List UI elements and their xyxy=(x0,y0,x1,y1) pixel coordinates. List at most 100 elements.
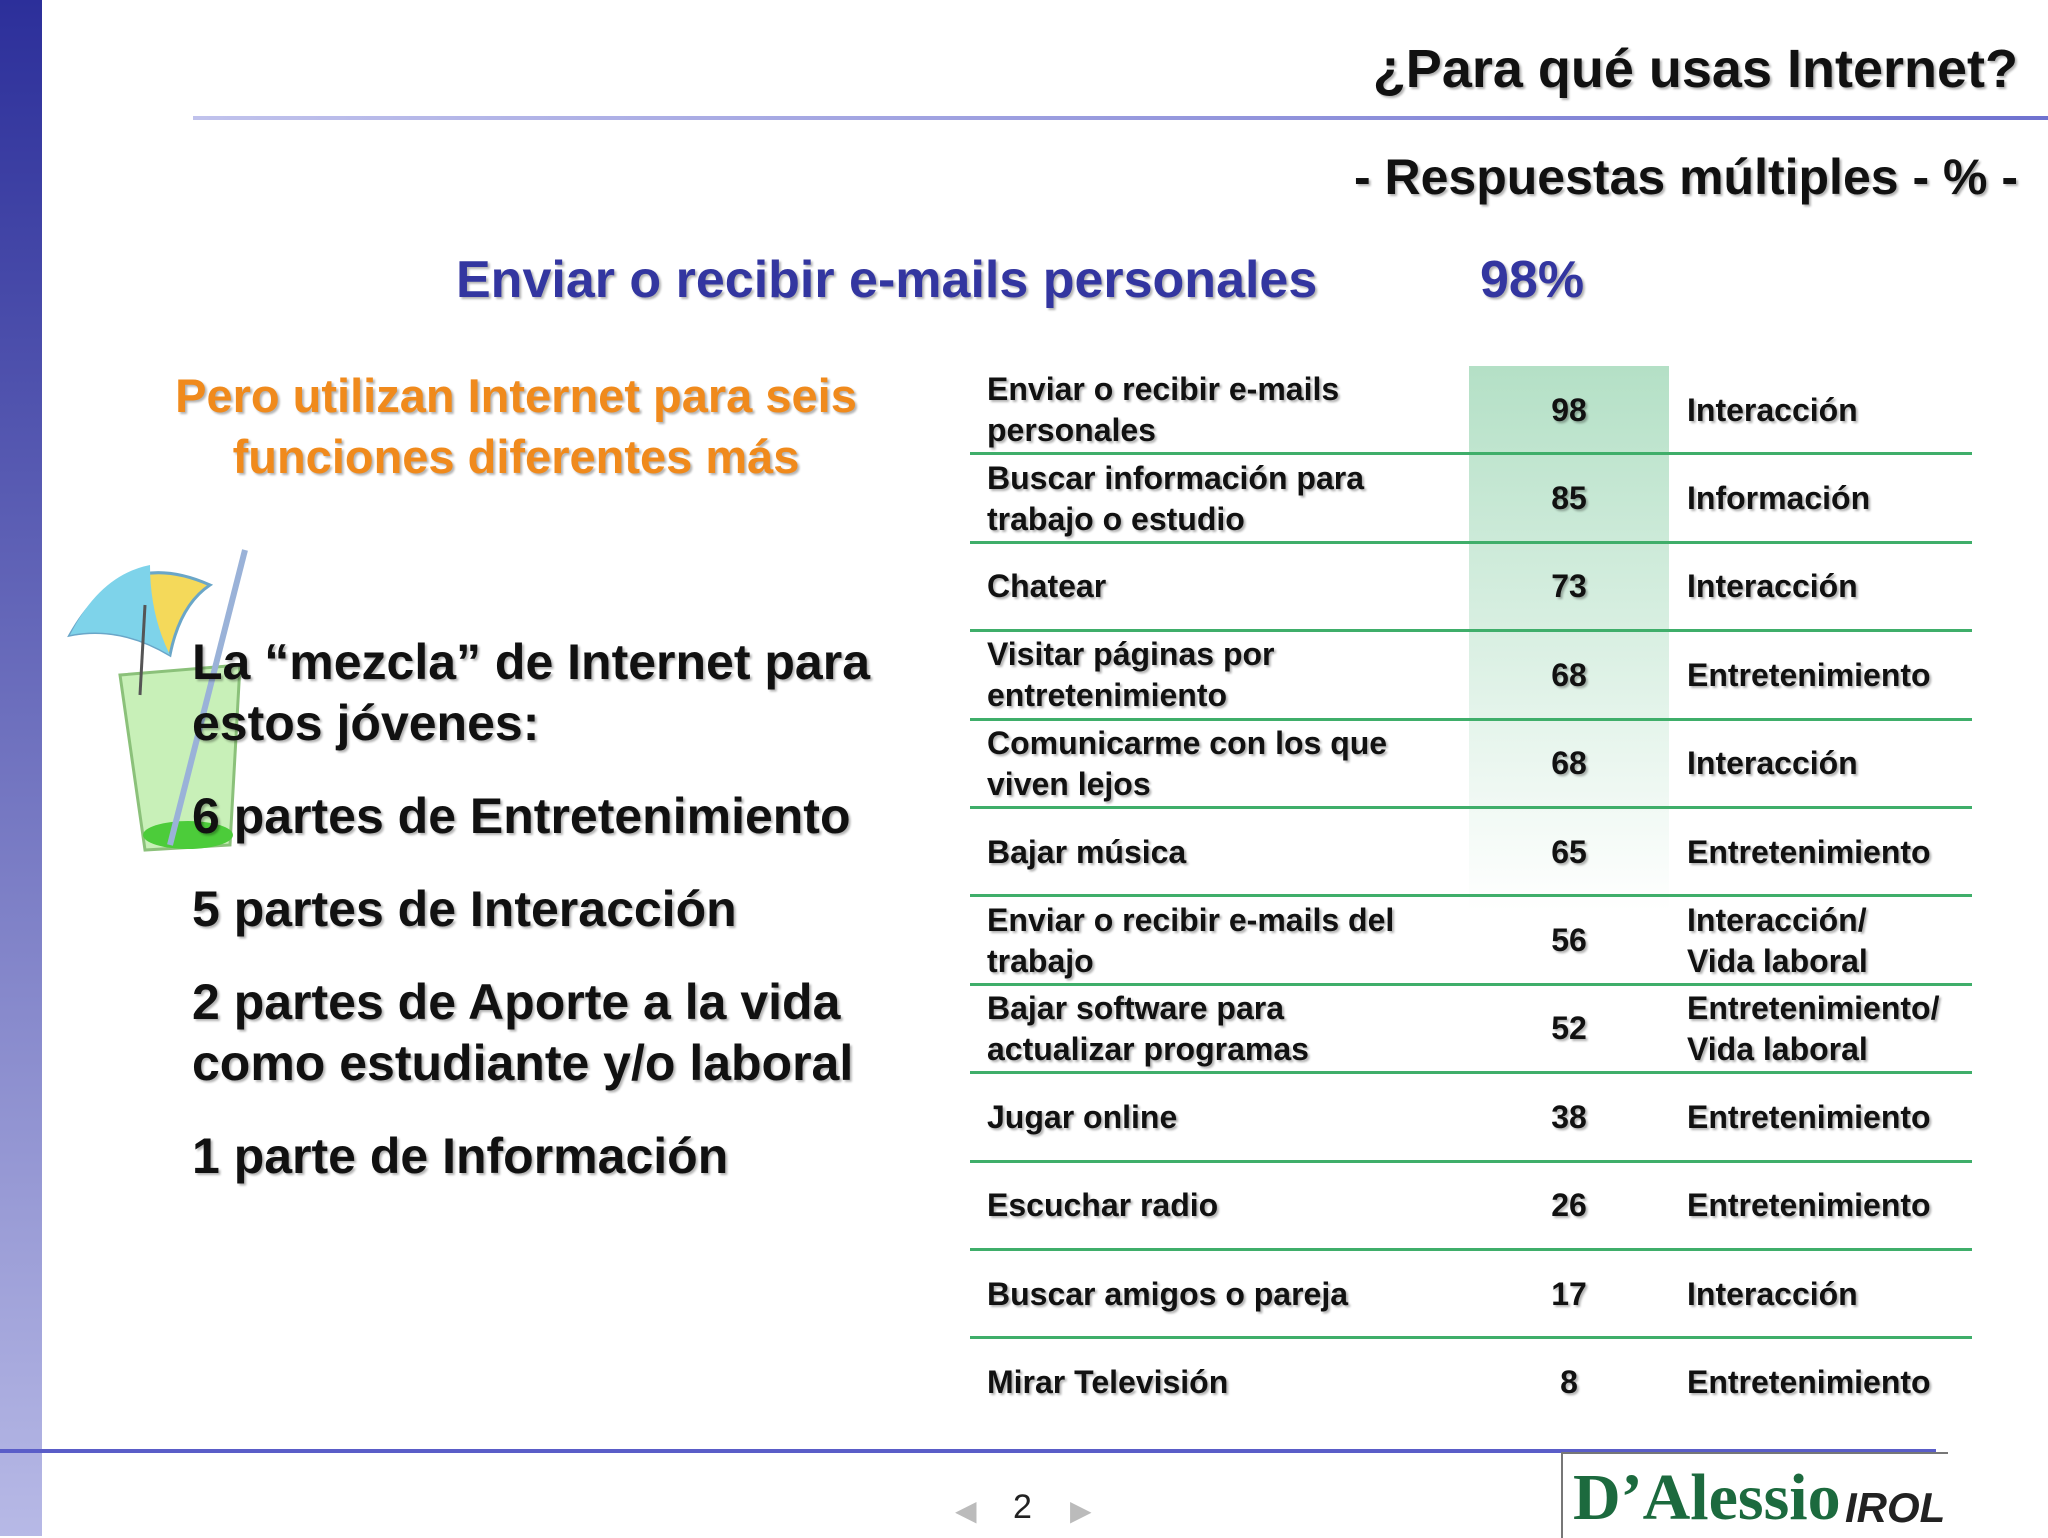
category-cell: Entretenimiento xyxy=(1687,631,1977,719)
mix-heading-line: estos jóvenes: xyxy=(192,695,540,751)
row-line xyxy=(970,806,1972,809)
row-line xyxy=(970,540,1972,544)
highlight-column xyxy=(1469,366,1669,911)
activity-line: viven lejos xyxy=(987,765,1151,802)
value-cell: 73 xyxy=(1551,568,1587,605)
row-line xyxy=(970,452,1972,456)
logo-suffix: IROL xyxy=(1845,1484,1946,1531)
activity-cell: Buscar información para trabajo o estudio xyxy=(987,454,1457,542)
category-line: Entretenimiento xyxy=(1687,1364,1931,1401)
value-cell: 8 xyxy=(1560,1364,1578,1401)
activity-cell: Escuchar radio xyxy=(987,1162,1457,1250)
category-line: Interacción xyxy=(1687,391,1858,428)
prev-arrow[interactable]: ◀ xyxy=(955,1495,977,1526)
category-cell: Interacción xyxy=(1687,1250,1977,1338)
row-line xyxy=(970,894,1972,898)
activity-line: entretenimiento xyxy=(987,677,1228,714)
category-line: Entretenimiento/ xyxy=(1687,989,1940,1026)
activity-line: Enviar o recibir e-mails del xyxy=(987,901,1395,938)
logo-name: D’Alessio xyxy=(1573,1461,1841,1534)
category-cell: Información xyxy=(1687,454,1977,542)
value-cell: 85 xyxy=(1551,480,1587,517)
value-cell: 65 xyxy=(1551,833,1587,870)
value-cell: 38 xyxy=(1551,1098,1587,1135)
category-line: Interacción xyxy=(1687,1275,1858,1312)
row-line xyxy=(970,1071,1972,1075)
title-rule xyxy=(193,116,2048,120)
category-cell: Interacción xyxy=(1687,366,1977,454)
activity-line: Bajar música xyxy=(987,833,1187,870)
activity-cell: Jugar online xyxy=(987,1073,1457,1161)
activity-line: trabajo o estudio xyxy=(987,500,1245,537)
value-cell: 68 xyxy=(1551,656,1587,693)
activity-line: Chatear xyxy=(987,568,1107,605)
logo: D’Alessio IROL xyxy=(1561,1452,1948,1538)
activity-line: personales xyxy=(987,412,1156,449)
activity-cell: Enviar o recibir e-mails personales xyxy=(987,366,1457,454)
intro-line: funciones diferentes más xyxy=(232,430,800,483)
page-number: 2 xyxy=(1013,1488,1032,1526)
category-cell: Entretenimiento xyxy=(1687,1338,1977,1426)
next-arrow[interactable]: ▶ xyxy=(1070,1495,1092,1526)
mix-list: La “mezcla” de Internet para estos jóvene… xyxy=(192,632,870,1187)
value-cell: 98 xyxy=(1551,391,1587,428)
mix-item-line: 5 partes de Interacción xyxy=(192,881,737,937)
activity-line: Escuchar radio xyxy=(987,1187,1219,1224)
value-cell: 56 xyxy=(1551,922,1587,959)
activity-line: Bajar software para xyxy=(987,989,1285,1026)
category-cell: Interacción xyxy=(1687,543,1977,631)
row-line xyxy=(970,982,1972,986)
mix-item-line: como estudiante y/o laboral xyxy=(192,1035,854,1091)
category-line: Entretenimiento xyxy=(1687,833,1931,870)
category-line: Entretenimiento xyxy=(1687,1098,1931,1135)
value-cell: 52 xyxy=(1551,1010,1587,1047)
category-cell: Entretenimiento xyxy=(1687,1073,1977,1161)
value-cell: 17 xyxy=(1551,1275,1587,1312)
category-cell: Interacción/Vida laboral xyxy=(1687,896,1977,984)
subtitle: - Respuestas múltiples - % - xyxy=(1353,149,2018,205)
category-line: Entretenimiento xyxy=(1687,656,1931,693)
activity-line: Visitar páginas por xyxy=(987,636,1275,673)
activity-line: Jugar online xyxy=(987,1098,1178,1135)
activity-line: trabajo xyxy=(987,942,1094,979)
activity-cell: Comunicarme con los que viven lejos xyxy=(987,720,1457,808)
drink-icon xyxy=(67,549,248,852)
category-line: Interacción xyxy=(1687,568,1858,605)
activity-cell: Mirar Televisión xyxy=(987,1338,1457,1426)
mix-item-line: 6 partes de Entretenimiento xyxy=(192,788,851,844)
intro-line: Pero utilizan Internet para seis xyxy=(175,369,857,422)
category-cell: Entretenimiento/Vida laboral xyxy=(1687,985,1977,1073)
row-line xyxy=(970,1159,1972,1163)
activity-cell: Chatear xyxy=(987,543,1457,631)
category-cell: Interacción xyxy=(1687,720,1977,808)
category-line: Vida laboral xyxy=(1687,942,1868,979)
activity-cell: Bajar música xyxy=(987,808,1457,896)
mix-heading-line: La “mezcla” de Internet para xyxy=(192,634,871,690)
category-line: Interacción xyxy=(1687,745,1858,782)
row-line xyxy=(970,1248,1972,1251)
mix-item-line: 2 partes de Aporte a la vida xyxy=(192,974,841,1030)
value-cell: 68 xyxy=(1551,745,1587,782)
activity-line: Mirar Televisión xyxy=(987,1364,1229,1401)
activity-line: Enviar o recibir e-mails xyxy=(987,371,1340,408)
activity-cell: Bajar software para actualizar programas xyxy=(987,985,1457,1073)
mix-item: 1 parte de Información xyxy=(192,1126,870,1187)
row-line xyxy=(970,717,1972,721)
headline-label: Enviar o recibir e-mails personales xyxy=(456,251,1318,309)
value-cell: 26 xyxy=(1551,1187,1587,1224)
mix-item-line: 1 parte de Información xyxy=(192,1128,729,1184)
title: ¿Para qué usas Internet? xyxy=(1372,39,2018,99)
headline-value: 98% xyxy=(1480,251,1585,309)
category-line: Entretenimiento xyxy=(1687,1187,1931,1224)
mix-item: 2 partes de Aporte a la vida como estudia… xyxy=(192,972,870,1094)
mix-item: 6 partes de Entretenimiento xyxy=(192,786,870,847)
activity-line: actualizar programas xyxy=(987,1030,1309,1067)
category-cell: Entretenimiento xyxy=(1687,1162,1977,1250)
category-line: Vida laboral xyxy=(1687,1030,1868,1067)
footer-rule xyxy=(0,1449,1936,1453)
activity-line: Comunicarme con los que xyxy=(987,724,1388,761)
left-bar xyxy=(0,0,42,1536)
activity-line: Buscar amigos o pareja xyxy=(987,1275,1349,1312)
category-line: Información xyxy=(1687,480,1871,517)
